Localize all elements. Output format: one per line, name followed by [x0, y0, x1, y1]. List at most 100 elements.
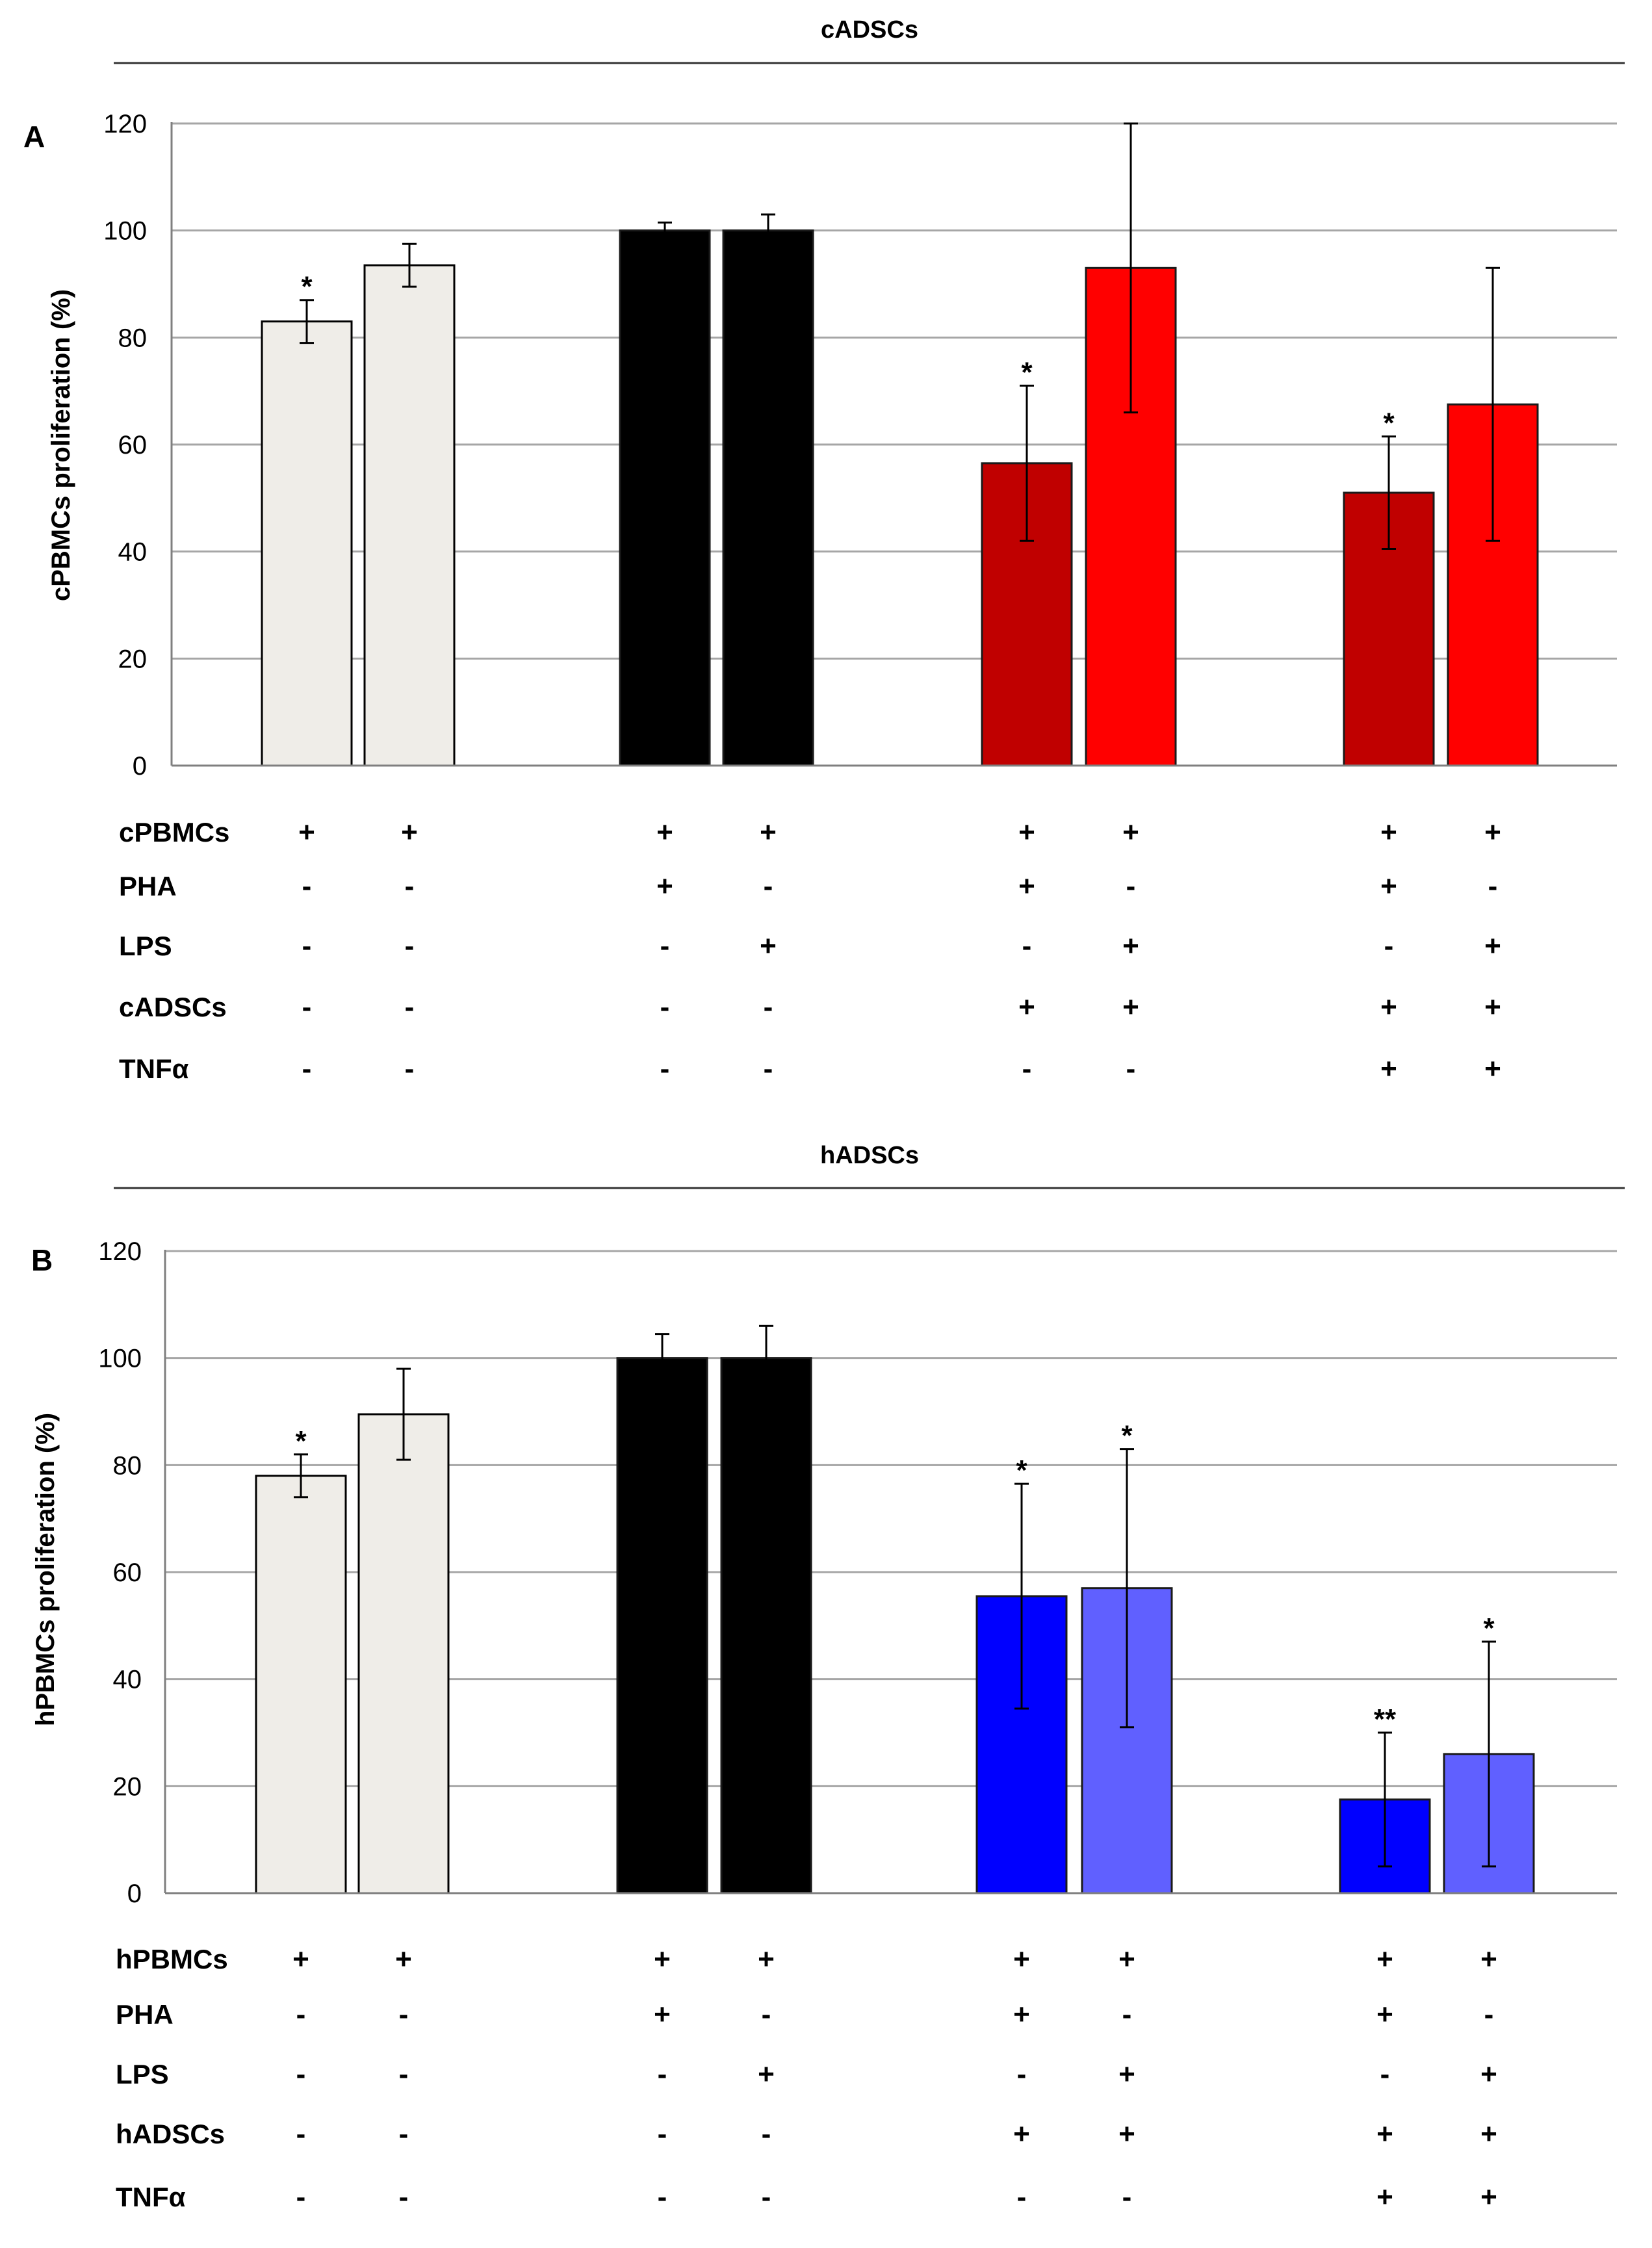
chart-b-significance-mark: *	[295, 1425, 307, 1457]
chart-a-condition-mark: +	[656, 870, 673, 902]
chart-a-condition-mark: +	[1380, 816, 1397, 848]
chart-b-condition-mark: -	[399, 2181, 409, 2213]
chart-b-svg: hADSCs B hPBMCs proliferation (%) 0 20 40 6…	[31, 1142, 1625, 2213]
chart-a-bar	[619, 229, 711, 767]
chart-a-condition-mark: -	[1126, 870, 1136, 902]
chart-b-significance-mark: **	[1374, 1703, 1397, 1735]
chart-b-y-tick-label: 120	[98, 1237, 142, 1266]
chart-b-condition-mark: -	[658, 2181, 667, 2213]
chart-a-bar	[261, 320, 353, 767]
chart-a-condition-mark: +	[1122, 991, 1139, 1023]
chart-a-condition-mark: +	[760, 930, 777, 962]
chart-a-condition-mark: +	[1380, 870, 1397, 902]
chart-b-condition-mark: -	[399, 2118, 409, 2150]
chart-b-condition-mark: +	[1013, 1998, 1030, 2030]
chart-a-condition-mark: +	[1122, 930, 1139, 962]
chart-a-title: cADSCs	[821, 16, 918, 44]
chart-b-condition-mark: +	[654, 1998, 671, 2030]
panel-a: cADSCs A cPBMCs proliferation (%) 0 20 40 6…	[23, 16, 1625, 1085]
chart-a-condition-mark: -	[405, 991, 415, 1023]
chart-a-condition-mark: -	[302, 870, 312, 902]
chart-a-condition-mark: -	[1126, 1053, 1136, 1085]
chart-a-condition-mark: -	[1384, 930, 1394, 962]
panel-b: hADSCs B hPBMCs proliferation (%) 0 20 40 6…	[0, 1124, 1652, 2247]
chart-a-condition-mark: +	[1380, 1053, 1397, 1085]
chart-b-significance-mark: *	[1483, 1612, 1495, 1644]
chart-b-condition-mark: +	[1118, 2058, 1135, 2090]
chart-a-condition-mark: +	[1018, 991, 1035, 1023]
chart-a-condition-mark: +	[1484, 1053, 1501, 1085]
chart-b-condition-mark: +	[1376, 1998, 1393, 2030]
chart-a-y-tick-label: 0	[133, 752, 147, 781]
chart-a-significance-mark: *	[301, 271, 313, 303]
chart-b-condition-label: hADSCs	[116, 2119, 225, 2149]
chart-a-condition-label: cPBMCs	[119, 817, 229, 847]
chart-b-condition-label: TNFα	[116, 2182, 186, 2212]
chart-a-ylabel: cPBMCs proliferation (%)	[47, 289, 75, 601]
chart-b-title: hADSCs	[820, 1142, 919, 1169]
chart-a-significance-mark: *	[1383, 407, 1395, 439]
chart-a-condition-label: TNFα	[119, 1053, 189, 1084]
chart-b-condition-mark: -	[296, 2181, 306, 2213]
chart-a-condition-mark: -	[405, 1053, 415, 1085]
chart-b-y-tick-label: 60	[113, 1558, 142, 1587]
chart-b-condition-mark: +	[1013, 1943, 1030, 1975]
chart-b-bar	[720, 1357, 812, 1894]
chart-a-bar	[363, 264, 456, 767]
chart-b-condition-mark: -	[399, 2058, 409, 2090]
chart-a-condition-mark: -	[405, 930, 415, 962]
chart-a-y-tick-label: 20	[118, 645, 148, 673]
chart-b-y-tick-label: 100	[98, 1345, 142, 1373]
chart-b-condition-mark: +	[292, 1943, 309, 1975]
chart-a-condition-label: LPS	[119, 931, 172, 961]
chart-b-y-tick-label: 20	[113, 1772, 142, 1801]
chart-a-condition-mark: +	[1484, 991, 1501, 1023]
chart-b-condition-mark: +	[1118, 2118, 1135, 2150]
chart-a-y-tick-label: 120	[103, 110, 147, 138]
chart-a-condition-mark: -	[660, 991, 670, 1023]
chart-b-condition-mark: -	[296, 2058, 306, 2090]
chart-a-condition-mark: +	[1018, 870, 1035, 902]
chart-a-y-tick-label: 40	[118, 538, 148, 567]
chart-b-condition-mark: +	[1480, 2058, 1497, 2090]
chart-b-condition-mark: +	[1118, 1943, 1135, 1975]
chart-a-y-tick-label: 100	[103, 217, 147, 246]
chart-b-bar	[357, 1413, 450, 1894]
chart-b-condition-mark: -	[658, 2118, 667, 2150]
chart-a-condition-mark: -	[660, 930, 670, 962]
chart-a-condition-mark: +	[1018, 816, 1035, 848]
chart-a-condition-mark: +	[1380, 991, 1397, 1023]
chart-a-condition-label: cADSCs	[119, 992, 227, 1022]
chart-a-condition-mark: +	[401, 816, 418, 848]
chart-b-condition-mark: -	[762, 1998, 771, 2030]
chart-b-condition-label: hPBMCs	[116, 1944, 228, 1974]
chart-b-bar	[616, 1357, 708, 1894]
chart-a-significance-mark: *	[1021, 356, 1033, 388]
chart-b-condition-mark: -	[1380, 2058, 1390, 2090]
chart-b-panel-label: B	[31, 1243, 53, 1277]
chart-b-condition-mark: -	[1484, 1998, 1494, 2030]
chart-b-ylabel: hPBMCs proliferation (%)	[31, 1413, 60, 1726]
chart-a-y-tick-label: 80	[118, 324, 148, 352]
chart-b-condition-mark: -	[399, 1998, 409, 2030]
chart-b-condition-mark: +	[1480, 2181, 1497, 2213]
chart-b-condition-mark: -	[762, 2118, 771, 2150]
chart-a-condition-mark: -	[660, 1053, 670, 1085]
chart-b-condition-mark: +	[1013, 2118, 1030, 2150]
chart-a-condition-mark: -	[764, 870, 773, 902]
chart-b-condition-mark: -	[1017, 2181, 1027, 2213]
chart-b-condition-mark: -	[762, 2181, 771, 2213]
chart-b-condition-mark: -	[1017, 2058, 1027, 2090]
chart-b-condition-mark: -	[658, 2058, 667, 2090]
chart-b-y-tick-label: 80	[113, 1451, 142, 1480]
chart-a-bar	[722, 229, 814, 767]
chart-a-condition-label: PHA	[119, 871, 177, 901]
chart-a-condition-mark: +	[656, 816, 673, 848]
chart-b-condition-label: PHA	[116, 1999, 174, 2030]
chart-b-bar	[255, 1475, 347, 1894]
chart-a-condition-mark: -	[1022, 930, 1032, 962]
chart-a-condition-mark: -	[302, 930, 312, 962]
chart-a-condition-mark: -	[302, 991, 312, 1023]
chart-a-condition-mark: -	[1022, 1053, 1032, 1085]
chart-a-condition-mark: -	[1488, 870, 1498, 902]
